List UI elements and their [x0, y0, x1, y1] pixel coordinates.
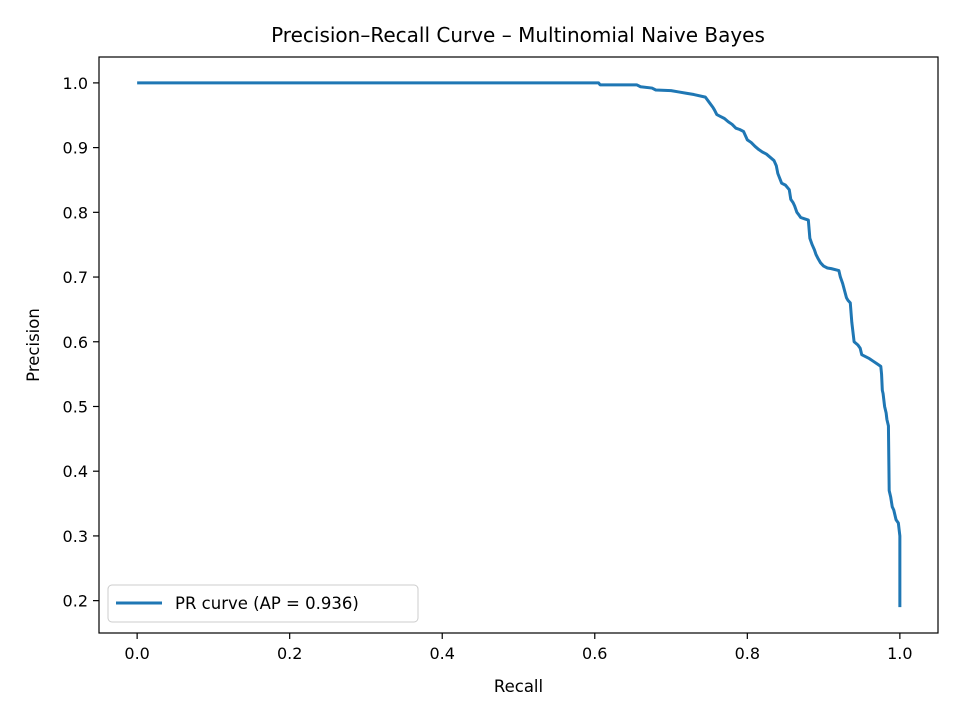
legend-box [107, 584, 419, 623]
y-axis-title: Precision [24, 308, 43, 382]
series-layer [137, 81, 902, 608]
y-tick-label: 0.2 [63, 592, 88, 611]
x-tick-label: 0.6 [582, 644, 607, 663]
y-tick-label: 0.5 [63, 397, 88, 416]
x-axis-title: Recall [494, 677, 543, 696]
y-tick-label: 0.4 [63, 462, 88, 481]
y-tick-label: 1.0 [63, 74, 88, 93]
x-tick-label: 0.8 [735, 644, 760, 663]
x-tick-label: 0.0 [124, 644, 149, 663]
y-tick-label: 0.7 [63, 268, 88, 287]
axes: 0.0 0.2 0.4 0.6 0.8 1.0 0.2 0.3 0.4 0.5 0.6 0.7 0.8 0… [63, 74, 913, 663]
chart-title: Precision–Recall Curve – Multinomial Nai… [271, 23, 765, 47]
plot-frame [98, 56, 939, 634]
y-tick-label: 0.8 [63, 203, 88, 222]
y-tick-label: 0.9 [63, 139, 88, 158]
legend: PR curve (AP = 0.936) [107, 584, 419, 623]
x-tick-label: 1.0 [887, 644, 912, 663]
y-tick-label: 0.3 [63, 527, 88, 546]
y-tick-label: 0.6 [63, 333, 88, 352]
series-line-0 [137, 81, 902, 608]
x-tick-label: 0.4 [430, 644, 455, 663]
legend-label: PR curve (AP = 0.936) [175, 594, 359, 613]
x-tick-label: 0.2 [277, 644, 302, 663]
